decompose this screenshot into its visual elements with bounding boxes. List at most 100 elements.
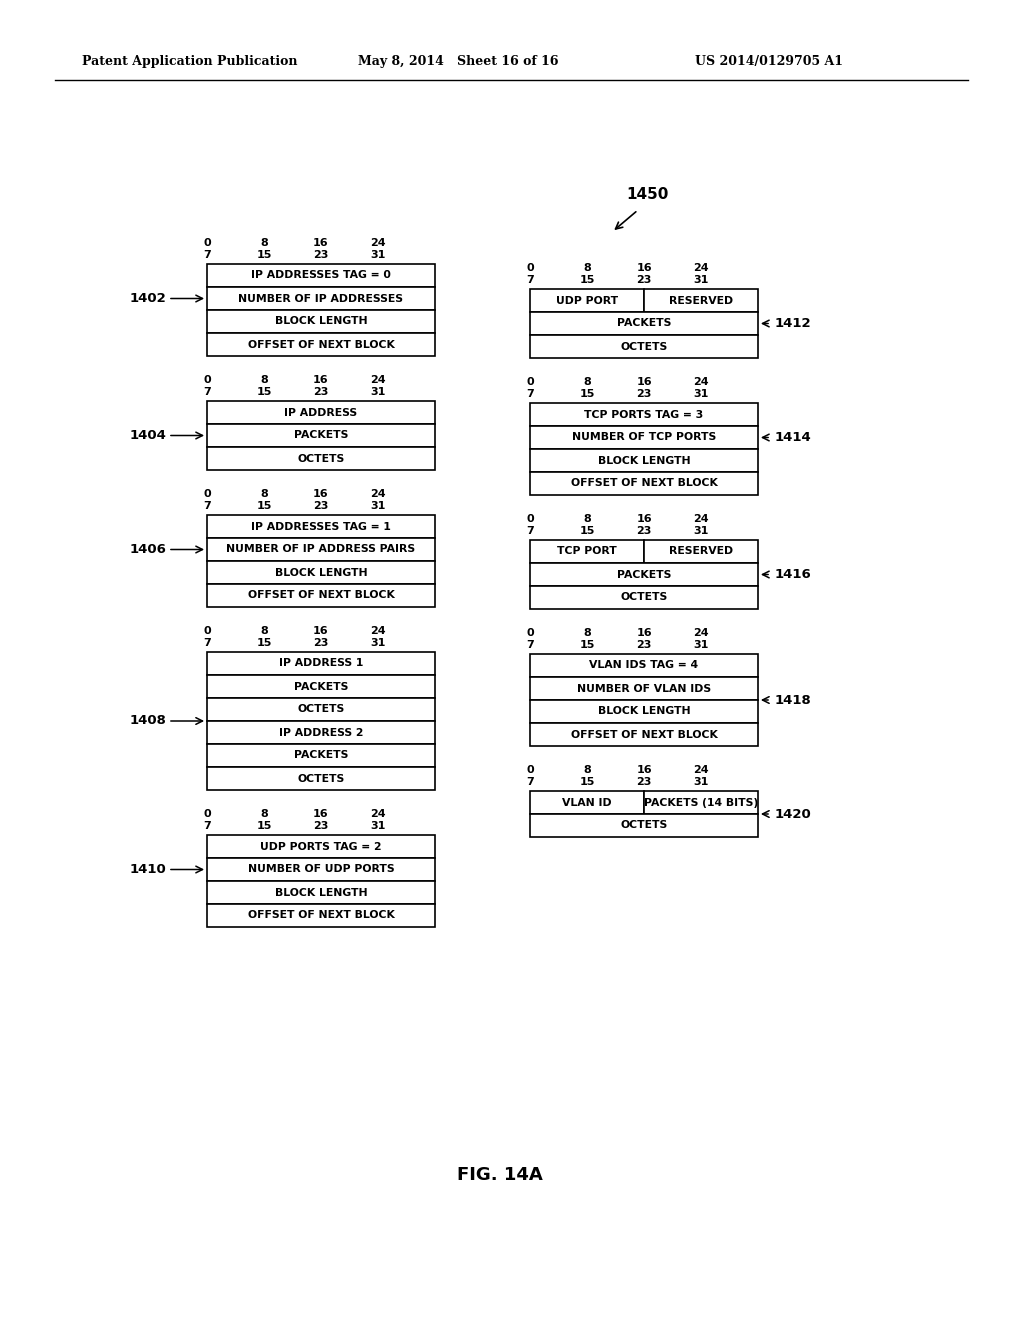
Text: 1416: 1416: [775, 568, 812, 581]
Text: 8: 8: [583, 378, 591, 387]
Text: 16: 16: [313, 375, 329, 385]
Text: OCTETS: OCTETS: [297, 454, 345, 463]
Bar: [207, 583, 435, 607]
Text: 16: 16: [636, 513, 652, 524]
Text: IP ADDRESSES TAG = 0: IP ADDRESSES TAG = 0: [251, 271, 391, 281]
Text: 16: 16: [636, 766, 652, 775]
Bar: [207, 447, 435, 470]
Text: NUMBER OF UDP PORTS: NUMBER OF UDP PORTS: [248, 865, 394, 874]
Text: OCTETS: OCTETS: [621, 342, 668, 351]
Text: 31: 31: [693, 525, 709, 536]
Text: 24: 24: [371, 238, 386, 248]
Bar: [207, 767, 435, 789]
Bar: [530, 335, 758, 358]
Bar: [207, 858, 435, 880]
Text: IP ADDRESS 1: IP ADDRESS 1: [279, 659, 364, 668]
Bar: [530, 426, 758, 449]
Text: 15: 15: [256, 502, 271, 511]
Bar: [207, 698, 435, 721]
Text: 23: 23: [636, 525, 651, 536]
Text: 8: 8: [260, 626, 268, 636]
Text: 24: 24: [371, 626, 386, 636]
Text: UDP PORT: UDP PORT: [556, 296, 618, 305]
Text: 24: 24: [693, 263, 709, 273]
Text: 16: 16: [636, 263, 652, 273]
Text: 7: 7: [203, 821, 211, 832]
Text: Patent Application Publication: Patent Application Publication: [82, 55, 298, 69]
Bar: [207, 310, 435, 333]
Bar: [530, 449, 758, 473]
Text: 1408: 1408: [129, 714, 166, 727]
Text: 1410: 1410: [129, 863, 166, 876]
Bar: [207, 333, 435, 356]
Text: 1402: 1402: [129, 292, 166, 305]
Bar: [207, 836, 435, 858]
Text: UDP PORTS TAG = 2: UDP PORTS TAG = 2: [260, 842, 382, 851]
Text: NUMBER OF IP ADDRESS PAIRS: NUMBER OF IP ADDRESS PAIRS: [226, 544, 416, 554]
Text: 1412: 1412: [775, 317, 812, 330]
Text: 0: 0: [526, 378, 534, 387]
Text: 1420: 1420: [775, 808, 812, 821]
Text: 8: 8: [260, 809, 268, 818]
Text: TCP PORT: TCP PORT: [557, 546, 616, 557]
Text: 31: 31: [693, 275, 709, 285]
Text: 24: 24: [371, 375, 386, 385]
Text: FIG. 14A: FIG. 14A: [457, 1166, 543, 1184]
Bar: [207, 652, 435, 675]
Text: 0: 0: [526, 766, 534, 775]
Text: 8: 8: [583, 263, 591, 273]
Text: VLAN IDS TAG = 4: VLAN IDS TAG = 4: [590, 660, 698, 671]
Text: 23: 23: [636, 640, 651, 649]
Bar: [530, 540, 644, 564]
Text: 15: 15: [256, 387, 271, 397]
Bar: [530, 564, 758, 586]
Text: 7: 7: [203, 387, 211, 397]
Text: 1450: 1450: [627, 187, 670, 202]
Text: IP ADDRESS: IP ADDRESS: [285, 408, 357, 417]
Text: 7: 7: [526, 640, 534, 649]
Text: 31: 31: [693, 389, 709, 399]
Bar: [207, 401, 435, 424]
Text: 23: 23: [313, 821, 329, 832]
Text: VLAN ID: VLAN ID: [562, 797, 611, 808]
Text: 8: 8: [583, 513, 591, 524]
Text: BLOCK LENGTH: BLOCK LENGTH: [598, 455, 690, 466]
Text: 31: 31: [371, 821, 386, 832]
Text: 7: 7: [526, 525, 534, 536]
Text: NUMBER OF VLAN IDS: NUMBER OF VLAN IDS: [577, 684, 711, 693]
Bar: [207, 515, 435, 539]
Text: OCTETS: OCTETS: [621, 821, 668, 830]
Text: 15: 15: [256, 249, 271, 260]
Text: 31: 31: [371, 249, 386, 260]
Text: TCP PORTS TAG = 3: TCP PORTS TAG = 3: [585, 409, 703, 420]
Text: 15: 15: [580, 275, 595, 285]
Text: US 2014/0129705 A1: US 2014/0129705 A1: [695, 55, 843, 69]
Text: OCTETS: OCTETS: [297, 774, 345, 784]
Text: May 8, 2014   Sheet 16 of 16: May 8, 2014 Sheet 16 of 16: [358, 55, 558, 69]
Text: PACKETS (14 BITS): PACKETS (14 BITS): [644, 797, 758, 808]
Bar: [207, 561, 435, 583]
Bar: [207, 721, 435, 744]
Text: 31: 31: [371, 638, 386, 648]
Text: 8: 8: [260, 375, 268, 385]
Bar: [530, 289, 644, 312]
Bar: [530, 791, 644, 814]
Text: 23: 23: [313, 387, 329, 397]
Text: OFFSET OF NEXT BLOCK: OFFSET OF NEXT BLOCK: [248, 590, 394, 601]
Text: 24: 24: [693, 628, 709, 638]
Text: NUMBER OF TCP PORTS: NUMBER OF TCP PORTS: [571, 433, 716, 442]
Text: 1404: 1404: [129, 429, 166, 442]
Text: BLOCK LENGTH: BLOCK LENGTH: [598, 706, 690, 717]
Bar: [207, 675, 435, 698]
Text: 23: 23: [636, 275, 651, 285]
Text: 15: 15: [580, 389, 595, 399]
Text: OFFSET OF NEXT BLOCK: OFFSET OF NEXT BLOCK: [570, 479, 718, 488]
Text: PACKETS: PACKETS: [616, 318, 671, 329]
Text: PACKETS: PACKETS: [294, 751, 348, 760]
Text: 16: 16: [313, 809, 329, 818]
Text: 8: 8: [583, 628, 591, 638]
Text: 1406: 1406: [129, 543, 166, 556]
Text: 23: 23: [636, 777, 651, 787]
Text: 24: 24: [693, 378, 709, 387]
Text: 24: 24: [693, 513, 709, 524]
